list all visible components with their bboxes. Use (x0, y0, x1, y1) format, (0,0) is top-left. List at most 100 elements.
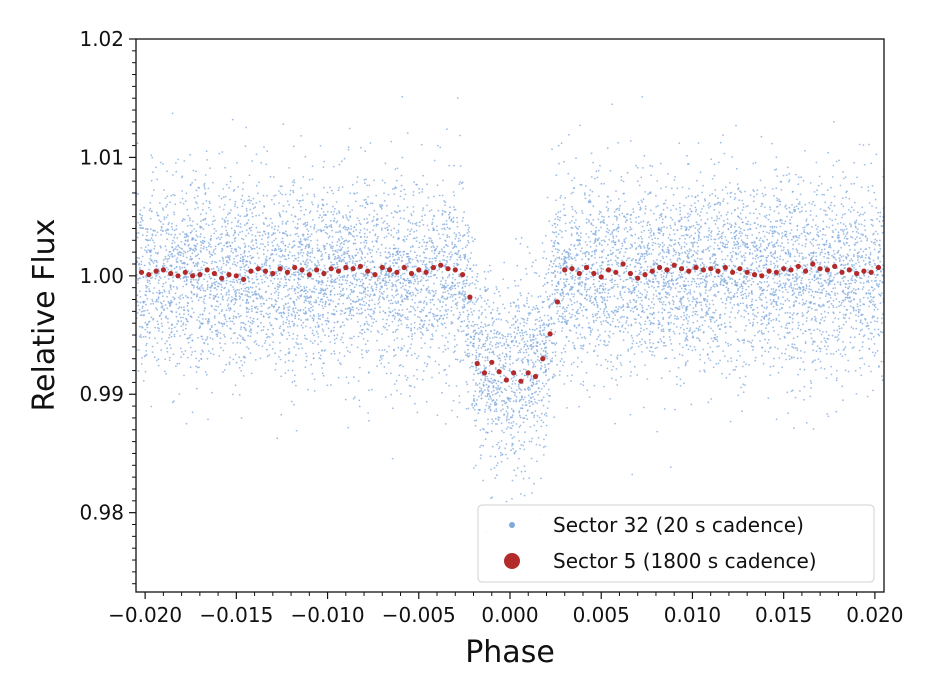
sector-32-point (336, 257, 338, 260)
sector-32-point (533, 329, 536, 332)
sector-32-point (198, 320, 201, 322)
sector-32-point (156, 327, 159, 329)
sector-32-point (480, 313, 483, 316)
sector-32-point (714, 333, 717, 336)
sector-32-point (601, 244, 603, 247)
sector-32-point (573, 282, 576, 285)
sector-32-point (287, 289, 289, 291)
sector-32-point (814, 340, 816, 343)
sector-32-point (719, 317, 721, 320)
sector-32-point (636, 180, 639, 183)
sector-32-point (617, 230, 620, 233)
sector-32-point (303, 285, 306, 288)
sector-32-point (309, 326, 312, 329)
sector-32-point (620, 179, 623, 182)
sector-32-point (857, 308, 860, 311)
sector-32-point (183, 280, 186, 283)
sector-32-point (358, 278, 361, 281)
sector-32-point (475, 301, 478, 303)
sector-32-point (811, 259, 814, 262)
sector-32-point (516, 389, 518, 391)
sector-32-point (681, 306, 684, 309)
sector-32-point (806, 263, 809, 266)
sector-32-point (554, 343, 557, 346)
sector-32-point (602, 289, 605, 292)
sector-32-point (278, 202, 280, 204)
sector-32-point (436, 269, 439, 272)
sector-32-point (595, 170, 598, 173)
sector-32-point (282, 210, 285, 213)
sector-32-point (708, 229, 710, 232)
sector-32-point (208, 296, 211, 299)
sector-32-point (230, 337, 233, 340)
sector-32-point (158, 289, 161, 292)
sector-32-point (764, 225, 767, 228)
sector-32-point (183, 266, 186, 269)
sector-32-point (733, 293, 736, 295)
sector-32-point (657, 285, 660, 288)
sector-32-point (200, 244, 203, 247)
sector-32-point (251, 212, 254, 215)
sector-32-point (841, 355, 844, 358)
sector-32-point (251, 160, 254, 162)
sector-32-point (699, 258, 701, 261)
sector-32-point (560, 358, 563, 360)
sector-32-point (668, 370, 671, 373)
sector-32-point (553, 333, 556, 336)
sector-32-point (294, 233, 297, 236)
sector-32-point (515, 374, 518, 377)
sector-32-point (707, 204, 709, 207)
sector-32-point (140, 218, 143, 221)
sector-32-point (639, 292, 642, 294)
sector-32-point (195, 357, 198, 360)
sector-32-point (303, 273, 306, 276)
sector-32-point (831, 334, 834, 337)
sector-32-point (221, 273, 224, 275)
sector-32-point (371, 276, 373, 279)
sector-32-point (524, 374, 526, 377)
sector-32-point (704, 320, 706, 322)
sector-32-point (339, 363, 342, 366)
sector-32-point (144, 275, 147, 277)
sector-32-point (810, 294, 813, 297)
sector-32-point (622, 298, 624, 301)
sector-32-point (150, 405, 153, 408)
sector-32-point (237, 278, 240, 281)
sector-32-point (233, 323, 236, 325)
sector-32-point (686, 327, 688, 330)
sector-32-point (693, 259, 696, 262)
sector-32-point (509, 302, 512, 305)
sector-32-point (490, 330, 492, 333)
sector-32-point (803, 351, 806, 353)
sector-32-point (643, 282, 646, 285)
sector-32-point (448, 236, 451, 238)
sector-32-point (743, 361, 745, 363)
sector-32-point (747, 295, 750, 297)
sector-32-point (561, 316, 564, 318)
sector-32-point (842, 264, 845, 267)
sector-32-point (689, 208, 691, 210)
sector-32-point (450, 310, 453, 312)
sector-32-point (512, 400, 515, 403)
sector-32-point (356, 176, 359, 179)
sector-32-point (771, 225, 774, 228)
sector-32-point (606, 367, 609, 370)
sector-32-point (563, 286, 566, 289)
sector-32-point (870, 240, 873, 243)
sector-32-point (570, 293, 573, 295)
sector-32-point (399, 195, 402, 198)
sector-32-point (632, 208, 635, 210)
sector-32-point (214, 253, 216, 255)
sector-32-point (762, 292, 764, 295)
sector-32-point (850, 258, 853, 260)
sector-32-point (705, 305, 708, 308)
sector-32-point (237, 313, 240, 315)
sector-32-point (744, 292, 747, 295)
sector-32-point (251, 278, 254, 280)
sector-32-point (798, 203, 801, 206)
sector-32-point (644, 205, 647, 208)
sector-32-point (594, 285, 596, 288)
sector-32-point (599, 164, 601, 167)
sector-32-point (683, 304, 685, 307)
sector-32-point (799, 328, 802, 331)
